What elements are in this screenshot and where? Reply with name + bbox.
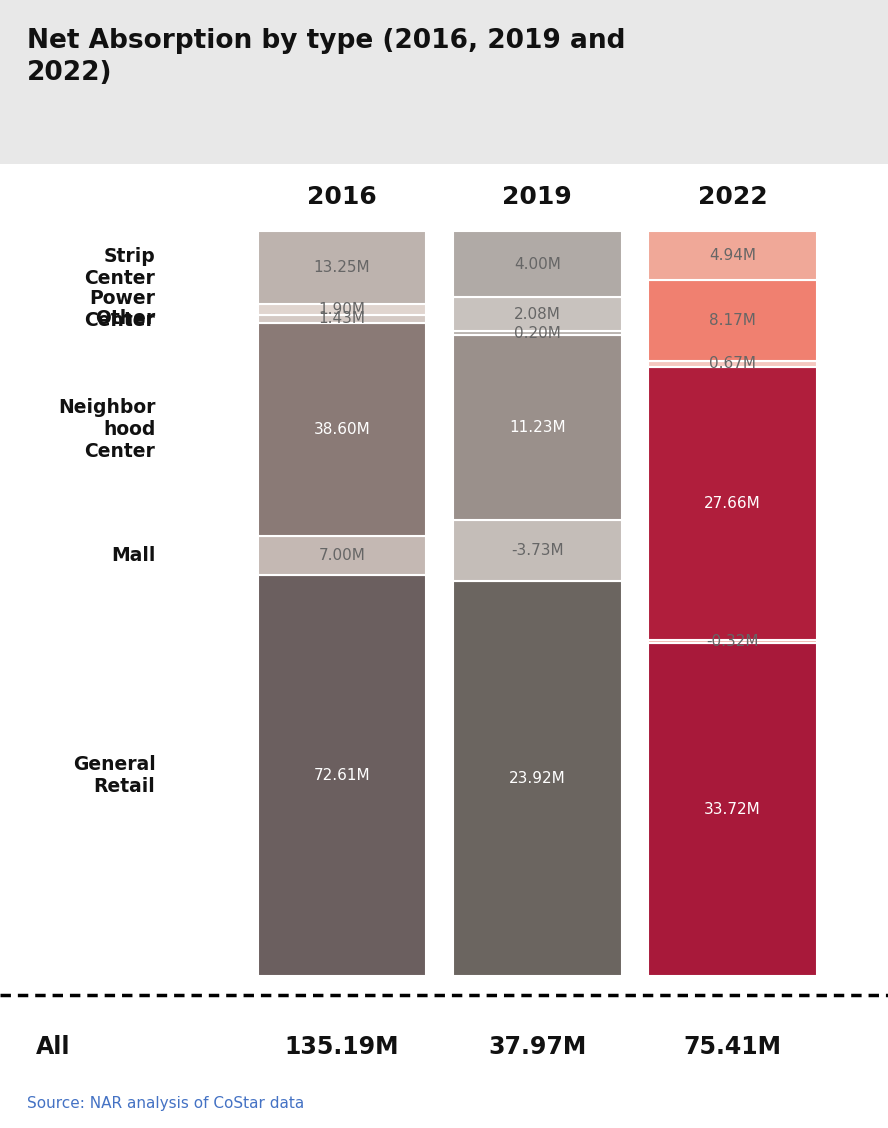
Bar xyxy=(648,643,817,976)
Bar xyxy=(258,574,426,976)
Text: 1.90M: 1.90M xyxy=(319,302,365,317)
Text: 2016: 2016 xyxy=(307,185,377,210)
Text: Mall: Mall xyxy=(111,546,155,565)
Bar xyxy=(648,361,817,367)
Text: 4.00M: 4.00M xyxy=(514,257,560,272)
Bar xyxy=(648,231,817,280)
Text: 75.41M: 75.41M xyxy=(684,1034,781,1059)
Text: 8.17M: 8.17M xyxy=(710,312,756,328)
Text: 0.67M: 0.67M xyxy=(710,356,756,371)
Text: Other: Other xyxy=(95,309,155,328)
Bar xyxy=(648,367,817,640)
Bar xyxy=(258,323,426,536)
Bar xyxy=(453,297,622,332)
Text: 2019: 2019 xyxy=(503,185,572,210)
Text: -3.73M: -3.73M xyxy=(511,544,564,558)
Bar xyxy=(258,315,426,323)
Bar xyxy=(258,231,426,305)
Bar xyxy=(258,305,426,315)
Text: 27.66M: 27.66M xyxy=(704,496,761,511)
Text: 135.19M: 135.19M xyxy=(285,1034,399,1059)
Text: Neighbor
hood
Center: Neighbor hood Center xyxy=(58,398,155,461)
Bar xyxy=(0,0,888,164)
Text: 72.61M: 72.61M xyxy=(313,768,370,783)
Text: Power
Center: Power Center xyxy=(84,289,155,331)
Bar xyxy=(453,231,622,297)
Text: Strip
Center: Strip Center xyxy=(84,247,155,289)
Text: 2.08M: 2.08M xyxy=(514,307,560,321)
Bar xyxy=(258,536,426,574)
Text: 37.97M: 37.97M xyxy=(488,1034,586,1059)
Text: -0.32M: -0.32M xyxy=(706,634,759,649)
Text: 4.94M: 4.94M xyxy=(710,248,756,263)
Text: All: All xyxy=(36,1034,70,1059)
Bar xyxy=(453,332,622,335)
Text: 38.60M: 38.60M xyxy=(313,422,370,437)
Text: 1.43M: 1.43M xyxy=(319,311,365,326)
Text: 2022: 2022 xyxy=(698,185,767,210)
Bar xyxy=(453,520,622,581)
Bar xyxy=(648,280,817,361)
Bar xyxy=(648,640,817,643)
Text: 23.92M: 23.92M xyxy=(509,772,566,786)
Text: 7.00M: 7.00M xyxy=(319,548,365,563)
Text: 13.25M: 13.25M xyxy=(313,261,370,275)
Bar xyxy=(453,335,622,520)
Text: Source: NAR analysis of CoStar data: Source: NAR analysis of CoStar data xyxy=(27,1095,304,1111)
Text: Net Absorption by type (2016, 2019 and
2022): Net Absorption by type (2016, 2019 and 2… xyxy=(27,28,625,86)
Text: 11.23M: 11.23M xyxy=(509,420,566,434)
Text: 0.20M: 0.20M xyxy=(514,326,560,341)
Text: 33.72M: 33.72M xyxy=(704,802,761,817)
Text: General
Retail: General Retail xyxy=(73,755,155,795)
Bar xyxy=(453,581,622,976)
